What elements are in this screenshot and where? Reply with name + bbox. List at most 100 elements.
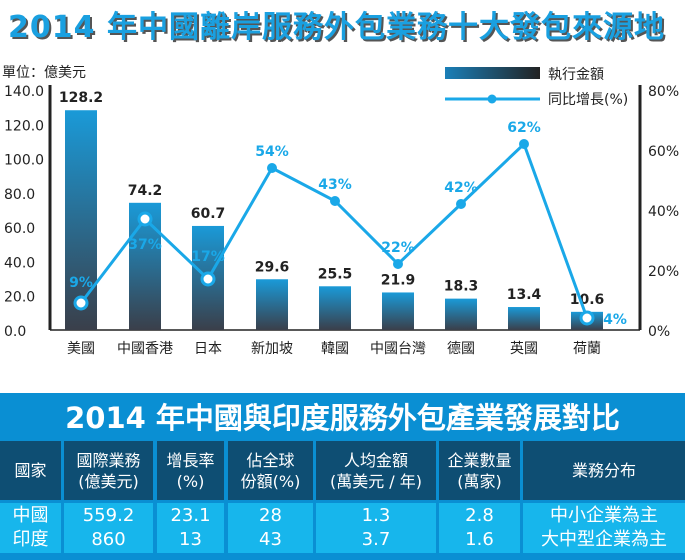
table-cell: 23.1 bbox=[170, 505, 211, 526]
growth-point bbox=[393, 259, 403, 269]
header-text: 佔全球 bbox=[246, 450, 295, 470]
y-left-tick: 40.0 bbox=[4, 255, 35, 271]
bar-value-label: 29.6 bbox=[255, 259, 290, 275]
legend-bar-label: 執行金額 bbox=[548, 67, 604, 83]
comparison-table: 2014 年中國與印度服務外包產業發展對比 國家 國際業務 (億美元) 增長率 (%) 佔… bbox=[0, 393, 685, 560]
growth-label: 4% bbox=[603, 312, 627, 328]
bar-value-label: 13.4 bbox=[507, 287, 542, 303]
growth-label: 37% bbox=[128, 237, 162, 253]
table-cell: 43 bbox=[259, 529, 282, 550]
growth-label: 42% bbox=[444, 180, 478, 196]
growth-point bbox=[267, 163, 277, 173]
table-header: 國際業務 (億美元) bbox=[64, 441, 153, 500]
header-text: 人均金額 bbox=[343, 450, 408, 470]
y-left-tick: 120.0 bbox=[4, 118, 44, 134]
bar bbox=[508, 307, 540, 330]
y-right-tick: 0% bbox=[648, 324, 670, 340]
header-text: (億美元) bbox=[78, 471, 139, 491]
bar bbox=[65, 110, 97, 330]
bar-value-label: 10.6 bbox=[570, 292, 605, 308]
header-text: (萬美元 / 年) bbox=[329, 471, 423, 491]
unit-label: 單位：億美元 bbox=[2, 65, 86, 81]
table-column-cells: 1.3 3.7 bbox=[316, 503, 436, 553]
table-cell: 中國 bbox=[12, 505, 49, 526]
table-column-cells: 23.1 13 bbox=[157, 503, 224, 553]
table-cell: 2.8 bbox=[465, 505, 494, 526]
y-left-tick: 80.0 bbox=[4, 187, 35, 203]
x-tick-label: 荷蘭 bbox=[573, 341, 601, 357]
table-header: 佔全球 份額(%) bbox=[228, 441, 313, 500]
y-left-tick: 0.0 bbox=[4, 324, 26, 340]
growth-point bbox=[456, 199, 466, 209]
header-text: (萬家) bbox=[457, 471, 502, 491]
growth-point bbox=[330, 196, 340, 206]
growth-point bbox=[519, 139, 529, 149]
legend-bar-swatch bbox=[445, 67, 540, 79]
y-left-tick: 100.0 bbox=[4, 153, 44, 169]
table-cell: 28 bbox=[259, 505, 282, 526]
growth-point bbox=[579, 310, 595, 326]
table-cell: 13 bbox=[179, 529, 202, 550]
growth-label: 22% bbox=[381, 240, 415, 256]
growth-point bbox=[137, 211, 153, 227]
header-text: 業務分布 bbox=[571, 461, 636, 480]
table-cell: 1.6 bbox=[465, 529, 494, 550]
table-header: 人均金額 (萬美元 / 年) bbox=[316, 441, 436, 500]
x-tick-label: 中國台灣 bbox=[370, 341, 426, 357]
y-left-tick: 20.0 bbox=[4, 290, 35, 306]
growth-point bbox=[200, 271, 216, 287]
x-tick-label: 韓國 bbox=[321, 341, 349, 357]
growth-label: 43% bbox=[318, 177, 352, 193]
y-right-tick: 80% bbox=[648, 84, 679, 100]
growth-label: 62% bbox=[507, 120, 541, 136]
growth-point bbox=[73, 295, 89, 311]
bar bbox=[256, 279, 288, 330]
table-header: 業務分布 bbox=[523, 441, 685, 500]
table-cell: 1.3 bbox=[361, 505, 391, 526]
table-column-cells: 28 43 bbox=[228, 503, 313, 553]
table-cell: 中小企業為主 bbox=[550, 505, 658, 526]
x-tick-label: 日本 bbox=[194, 341, 222, 357]
bar bbox=[319, 286, 351, 330]
bar-value-label: 128.2 bbox=[59, 90, 103, 106]
table-cell: 印度 bbox=[12, 529, 49, 550]
bar bbox=[382, 292, 414, 330]
growth-label: 17% bbox=[191, 249, 225, 265]
growth-label: 54% bbox=[255, 144, 289, 160]
table-cell: 大中型企業為主 bbox=[541, 529, 667, 550]
bar bbox=[445, 298, 477, 330]
bar-value-label: 25.5 bbox=[318, 266, 353, 282]
bar-value-label: 60.7 bbox=[191, 206, 226, 222]
x-tick-label: 新加坡 bbox=[251, 341, 293, 357]
bar-value-label: 21.9 bbox=[381, 272, 416, 288]
y-right-tick: 40% bbox=[648, 204, 679, 220]
legend-line-label: 同比增長(%) bbox=[548, 92, 628, 108]
header-text: 增長率 bbox=[166, 450, 215, 470]
table-column-cells: 2.8 1.6 bbox=[439, 503, 520, 553]
table-column-cells: 中國 印度 bbox=[0, 503, 61, 553]
header-text: (%) bbox=[176, 471, 205, 491]
header-text: 國際業務 bbox=[76, 450, 141, 470]
table-title: 2014 年中國與印度服務外包產業發展對比 bbox=[65, 401, 620, 435]
y-left-tick: 140.0 bbox=[4, 84, 44, 100]
x-tick-label: 英國 bbox=[510, 340, 538, 357]
x-tick-label: 美國 bbox=[67, 341, 95, 357]
bar-value-label: 18.3 bbox=[444, 279, 479, 295]
bar-value-label: 74.2 bbox=[128, 183, 163, 199]
table-column-cells: 中小企業為主 大中型企業為主 bbox=[523, 503, 685, 553]
chart-title: 2014 年中國離岸服務外包業務十大發包來源地 bbox=[8, 10, 665, 45]
x-tick-label: 中國香港 bbox=[117, 341, 173, 357]
growth-label: 9% bbox=[69, 275, 93, 291]
x-tick-label: 德國 bbox=[447, 341, 475, 357]
table-header: 企業數量 (萬家) bbox=[439, 441, 520, 500]
y-right-tick: 60% bbox=[648, 144, 679, 160]
header-text: 份額(%) bbox=[240, 471, 301, 491]
y-left-tick: 60.0 bbox=[4, 221, 35, 237]
header-text: 國家 bbox=[14, 461, 47, 480]
header-text: 企業數量 bbox=[447, 450, 512, 470]
bar-line-chart: 0.0 20.0 40.0 60.0 80.0 100.0 120.0 140.0 0% 20% 4… bbox=[4, 67, 679, 357]
table-cell: 860 bbox=[91, 529, 126, 550]
table-column-cells: 559.2 860 bbox=[64, 503, 153, 553]
table-header: 增長率 (%) bbox=[157, 441, 224, 500]
table-cell: 559.2 bbox=[82, 505, 135, 526]
